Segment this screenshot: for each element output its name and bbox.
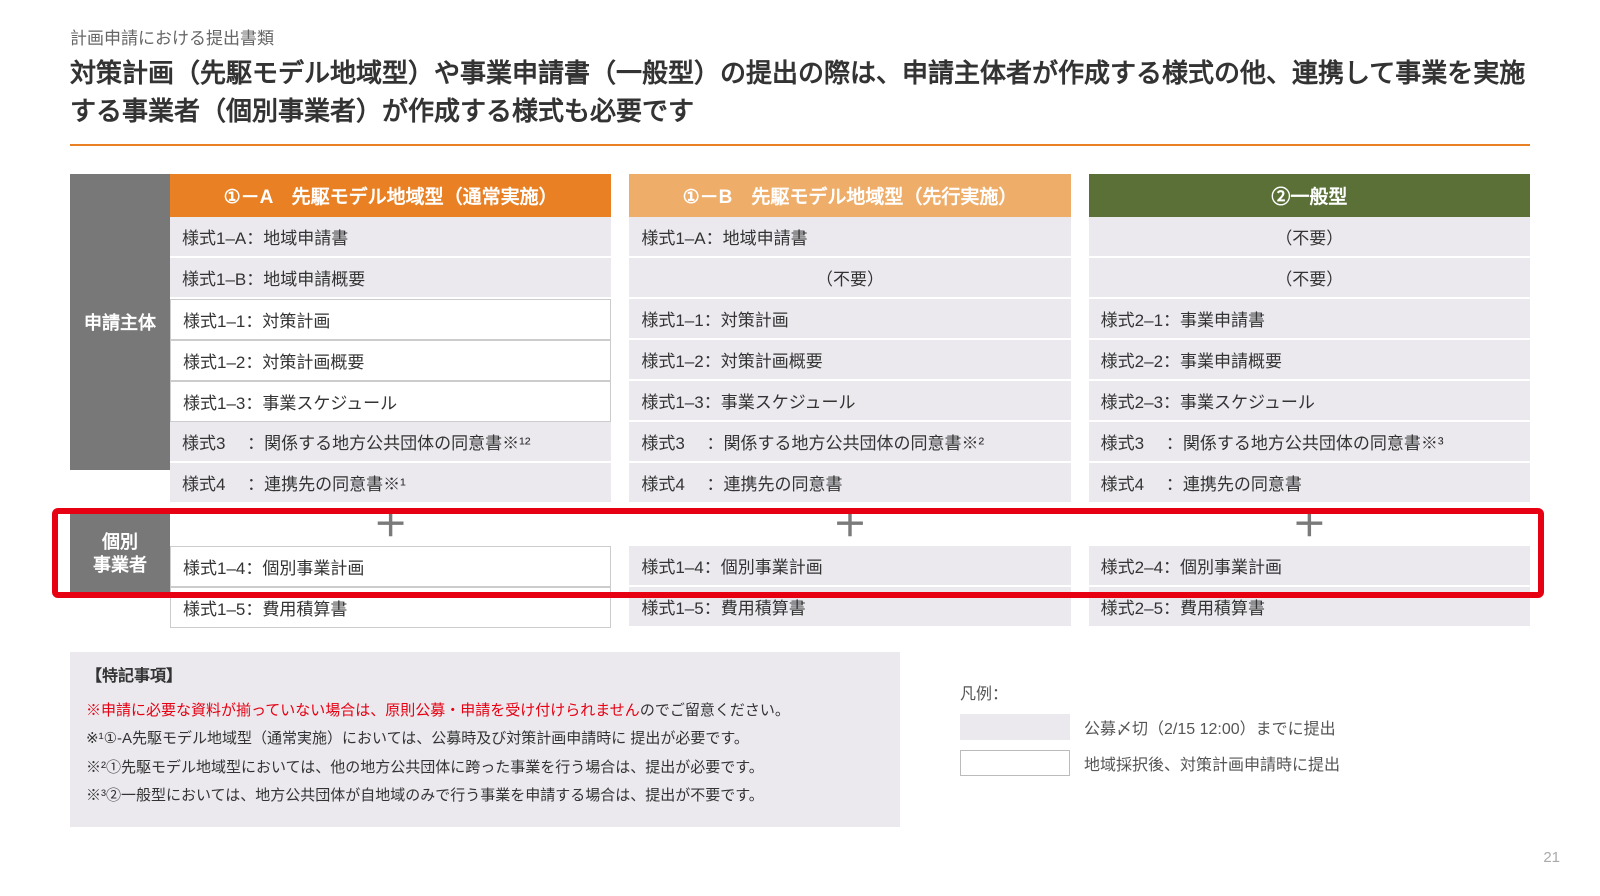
cell-c-3: 様式2‒1：事業申請書	[1089, 299, 1530, 340]
cell-c-p1: 様式2‒4：個別事業計画	[1089, 546, 1530, 587]
cell-a-4: 様式1‒2：対策計画概要	[170, 340, 611, 381]
page-number: 21	[1543, 849, 1560, 866]
cell-c-1: （不要）	[1089, 217, 1530, 258]
notes-line-1-red: ※申請に必要な資料が揃っていない場合は、原則公募・申請を受け付けられません	[86, 702, 640, 719]
cell-b-4: 様式1‒2：対策計画概要	[629, 340, 1070, 381]
cell-a-1: 様式1‒A：地域申請書	[170, 217, 611, 258]
notes-line-4: ※³②一般型においては、地方公共団体が自地域のみで行う事業を申請する場合は、提出…	[86, 782, 884, 811]
column-c: ②一般型 （不要） （不要） 様式2‒1：事業申請書 様式2‒2：事業申請概要 …	[1089, 174, 1530, 628]
orange-rule	[70, 144, 1530, 146]
cell-b-3: 様式1‒1：対策計画	[629, 299, 1070, 340]
notes-line-3: ※²①先駆モデル地域型においては、他の地方公共団体に跨った事業を行う場合は、提出…	[86, 754, 884, 783]
cell-b-2: （不要）	[629, 258, 1070, 299]
cell-b-5: 様式1‒3：事業スケジュール	[629, 381, 1070, 422]
cell-c-7: 様式4 ：連携先の同意書	[1089, 463, 1530, 504]
side-individual: 個別 事業者	[70, 514, 170, 594]
legend-row-white: 地域採択後、対策計画申請時に提出	[960, 750, 1530, 776]
header-b: ①－B 先駆モデル地域型（先行実施）	[629, 174, 1070, 217]
grid: 申請主体 個別 事業者 ①－A 先駆モデル地域型（通常実施） 様式1‒A：地域申…	[70, 174, 1530, 628]
notes-title: 【特記事項】	[86, 662, 884, 692]
plus-b: ＋	[629, 504, 1070, 546]
cell-a-3: 様式1‒1：対策計画	[170, 299, 611, 340]
legend-title: 凡例：	[960, 680, 1530, 704]
cell-c-5: 様式2‒3：事業スケジュール	[1089, 381, 1530, 422]
page-title: 対策計画（先駆モデル地域型）や事業申請書（一般型）の提出の際は、申請主体者が作成…	[70, 55, 1530, 130]
side-applicant: 申請主体	[70, 174, 170, 470]
header-a: ①－A 先駆モデル地域型（通常実施）	[170, 174, 611, 217]
cell-c-2: （不要）	[1089, 258, 1530, 299]
cell-b-1: 様式1‒A：地域申請書	[629, 217, 1070, 258]
notes-legend-row: 【特記事項】 ※申請に必要な資料が揃っていない場合は、原則公募・申請を受け付けら…	[70, 652, 1530, 826]
cell-b-p1: 様式1‒4：個別事業計画	[629, 546, 1070, 587]
cell-a-p2: 様式1‒5：費用積算書	[170, 587, 611, 628]
cell-a-7: 様式4 ：連携先の同意書※¹	[170, 463, 611, 504]
notes-line-1: ※申請に必要な資料が揃っていない場合は、原則公募・申請を受け付けられませんのでご…	[86, 697, 884, 726]
legend: 凡例： 公募〆切（2/15 12:00）までに提出 地域採択後、対策計画申請時に…	[960, 652, 1530, 826]
columns: ①－A 先駆モデル地域型（通常実施） 様式1‒A：地域申請書 様式1‒B：地域申…	[170, 174, 1530, 628]
pretitle: 計画申請における提出書類	[70, 24, 1530, 49]
legend-swatch-gray	[960, 714, 1070, 740]
cell-a-5: 様式1‒3：事業スケジュール	[170, 381, 611, 422]
cell-a-6: 様式3 ：関係する地方公共団体の同意書※¹²	[170, 422, 611, 463]
header-c: ②一般型	[1089, 174, 1530, 217]
cell-b-6: 様式3 ：関係する地方公共団体の同意書※²	[629, 422, 1070, 463]
cell-a-2: 様式1‒B：地域申請概要	[170, 258, 611, 299]
cell-b-p2: 様式1‒5：費用積算書	[629, 587, 1070, 628]
legend-label-gray: 公募〆切（2/15 12:00）までに提出	[1084, 715, 1336, 739]
column-b: ①－B 先駆モデル地域型（先行実施） 様式1‒A：地域申請書 （不要） 様式1‒…	[629, 174, 1070, 628]
plus-c: ＋	[1089, 504, 1530, 546]
legend-label-white: 地域採択後、対策計画申請時に提出	[1084, 751, 1340, 775]
notes-line-1-tail: のでご留意ください。	[640, 702, 790, 719]
plus-a: ＋	[170, 504, 611, 546]
notes-box: 【特記事項】 ※申請に必要な資料が揃っていない場合は、原則公募・申請を受け付けら…	[70, 652, 900, 826]
cell-b-7: 様式4 ：連携先の同意書	[629, 463, 1070, 504]
legend-swatch-white	[960, 750, 1070, 776]
cell-a-p1: 様式1‒4：個別事業計画	[170, 546, 611, 587]
cell-c-6: 様式3 ：関係する地方公共団体の同意書※³	[1089, 422, 1530, 463]
side-labels: 申請主体 個別 事業者	[70, 174, 170, 628]
notes-line-2: ※¹①-A先駆モデル地域型（通常実施）においては、公募時及び対策計画申請時に 提…	[86, 725, 884, 754]
legend-row-gray: 公募〆切（2/15 12:00）までに提出	[960, 714, 1530, 740]
column-a: ①－A 先駆モデル地域型（通常実施） 様式1‒A：地域申請書 様式1‒B：地域申…	[170, 174, 611, 628]
cell-c-4: 様式2‒2：事業申請概要	[1089, 340, 1530, 381]
cell-c-p2: 様式2‒5：費用積算書	[1089, 587, 1530, 628]
